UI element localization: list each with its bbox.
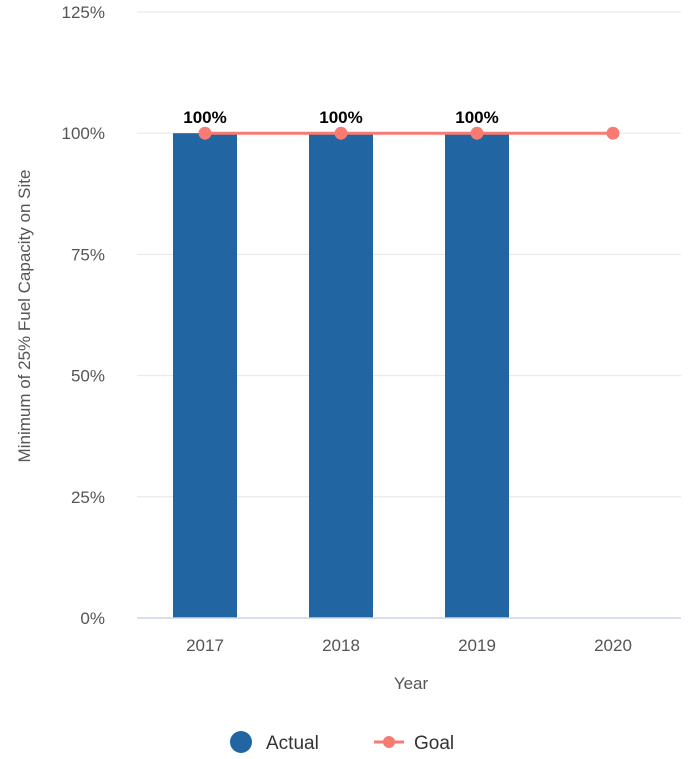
bar-actual-2019[interactable] <box>445 133 509 618</box>
legend-marker-goal <box>383 736 395 748</box>
y-tick-label: 75% <box>71 245 105 264</box>
data-label-actual-2019: 100% <box>455 108 498 127</box>
legend-item-actual[interactable]: Actual <box>230 731 319 754</box>
line-series-goal <box>198 126 620 140</box>
goal-point-2018[interactable] <box>334 126 348 140</box>
legend-label-goal: Goal <box>414 733 454 754</box>
x-axis-title: Year <box>394 674 429 693</box>
goal-point-2019[interactable] <box>470 126 484 140</box>
y-tick-label: 0% <box>80 609 105 628</box>
y-axis-title: Minimum of 25% Fuel Capacity on Site <box>15 170 34 463</box>
x-tick-label: 2017 <box>186 636 224 655</box>
data-label-actual-2017: 100% <box>183 108 226 127</box>
bar-series-actual <box>173 133 509 618</box>
legend-marker-actual <box>230 731 252 753</box>
legend-label-actual: Actual <box>266 733 319 754</box>
axes: 0% 25% 50% 75% 100% 125% 2017 2018 2019 2020 <box>62 3 681 655</box>
y-tick-label: 50% <box>71 367 105 386</box>
y-tick-label: 100% <box>62 124 105 143</box>
bar-actual-2018[interactable] <box>309 133 373 618</box>
x-tick-label: 2020 <box>594 636 632 655</box>
data-label-actual-2018: 100% <box>319 108 362 127</box>
x-tick-label: 2019 <box>458 636 496 655</box>
data-labels: 100% 100% 100% <box>182 107 500 129</box>
goal-point-2017[interactable] <box>198 126 212 140</box>
x-tick-label: 2018 <box>322 636 360 655</box>
legend: Actual Goal <box>230 731 454 754</box>
y-tick-label: 125% <box>62 3 105 22</box>
y-tick-label: 25% <box>71 488 105 507</box>
bar-actual-2017[interactable] <box>173 133 237 618</box>
legend-item-goal[interactable]: Goal <box>374 733 454 754</box>
goal-point-2020[interactable] <box>606 126 620 140</box>
